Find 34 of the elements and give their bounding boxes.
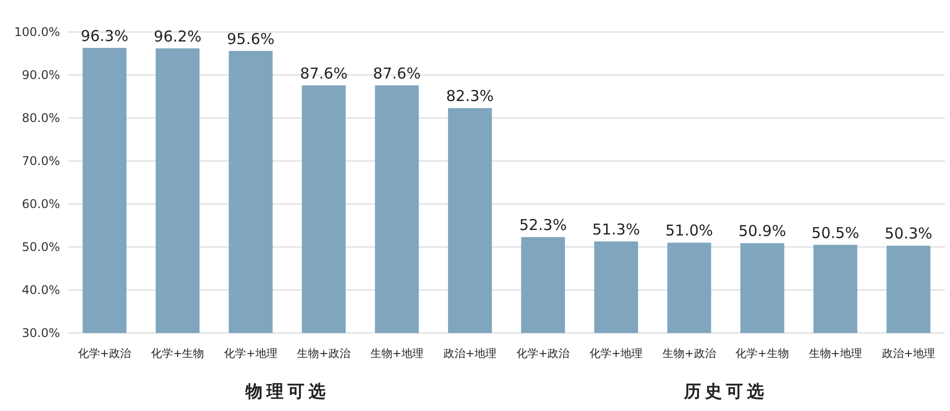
data-label: 96.2% — [154, 27, 202, 46]
data-label: 51.0% — [665, 222, 714, 240]
x-tick-label: 政治+地理 — [882, 347, 936, 360]
x-tick-label: 化学+地理 — [224, 347, 278, 360]
x-tick-label: 生物+政治 — [662, 347, 716, 360]
data-label: 52.3% — [519, 216, 567, 234]
x-tick-label: 生物+地理 — [808, 347, 862, 360]
y-tick-label: 90.0% — [22, 68, 60, 82]
y-tick-label: 30.0% — [22, 326, 60, 340]
x-tick-label: 化学+地理 — [590, 347, 643, 360]
y-tick-label: 50.0% — [22, 240, 60, 254]
y-tick-label: 60.0% — [22, 197, 60, 211]
x-tick-label: 化学+生物 — [736, 347, 789, 360]
y-tick-label: 40.0% — [22, 283, 60, 297]
x-tick-label: 生物+政治 — [297, 347, 350, 360]
data-label: 87.6% — [300, 64, 348, 82]
x-tick-label: 化学+政治 — [78, 347, 132, 360]
data-label: 87.6% — [373, 64, 421, 82]
data-label: 50.3% — [884, 224, 932, 243]
y-tick-label: 80.0% — [22, 111, 60, 125]
y-tick-label: 100.0% — [14, 25, 60, 39]
data-label: 96.3% — [80, 26, 128, 45]
x-tick-label: 化学+政治 — [516, 347, 570, 360]
data-label: 95.6% — [226, 30, 275, 48]
data-label: 50.9% — [738, 222, 786, 240]
x-tick-label: 化学+生物 — [151, 347, 204, 360]
data-label: 82.3% — [446, 87, 494, 106]
x-tick-label: 政治+地理 — [443, 347, 497, 360]
text: 物理可选 — [244, 382, 330, 402]
text: 历史可选 — [682, 382, 768, 402]
y-tick-label: 70.0% — [22, 154, 60, 168]
data-label: 50.5% — [812, 224, 860, 242]
data-label: 51.3% — [592, 220, 640, 238]
x-tick-label: 生物+地理 — [370, 347, 424, 360]
